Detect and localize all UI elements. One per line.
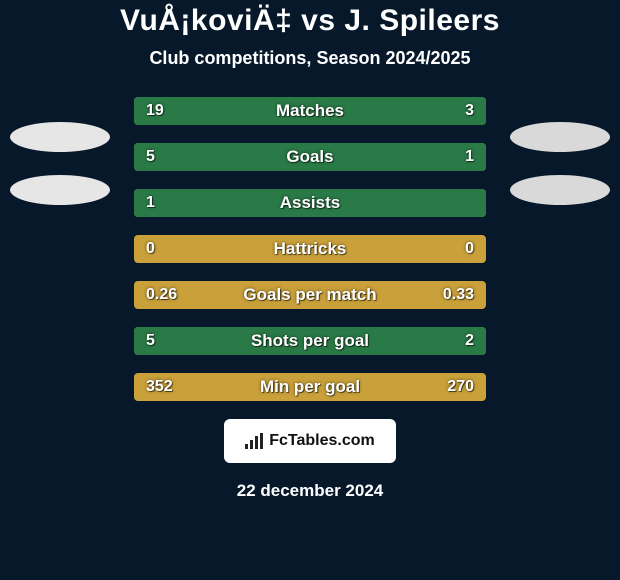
snapshot-date: 22 december 2024	[0, 481, 620, 501]
stat-value-right: 2	[465, 327, 474, 355]
player-left-badge-2	[10, 175, 110, 205]
stat-row: 0.26Goals per match0.33	[134, 281, 486, 309]
stat-value-right: 1	[465, 143, 474, 171]
logo-box: FcTables.com	[224, 419, 396, 463]
logo-bars-icon	[245, 433, 263, 449]
stats-card: VuÅ¡koviÄ‡ vs J. Spileers Club competiti…	[0, 0, 620, 580]
stat-value-right: 0.33	[443, 281, 474, 309]
stat-row: 5Shots per goal2	[134, 327, 486, 355]
stat-row: 5Goals1	[134, 143, 486, 171]
stat-value-right: 0	[465, 235, 474, 263]
season-subtitle: Club competitions, Season 2024/2025	[0, 48, 620, 69]
stat-row: 352Min per goal270	[134, 373, 486, 401]
logo-label: FcTables.com	[269, 432, 375, 450]
stat-label: Min per goal	[134, 373, 486, 401]
player-right-badge-1	[510, 122, 610, 152]
comparison-title: VuÅ¡koviÄ‡ vs J. Spileers	[0, 4, 620, 38]
stat-label: Goals per match	[134, 281, 486, 309]
stat-row: 0Hattricks0	[134, 235, 486, 263]
stat-value-right: 3	[465, 97, 474, 125]
stat-label: Assists	[134, 189, 486, 217]
stat-row: 19Matches3	[134, 97, 486, 125]
player-right-badge-2	[510, 175, 610, 205]
stat-label: Shots per goal	[134, 327, 486, 355]
stat-label: Hattricks	[134, 235, 486, 263]
stat-value-right: 270	[447, 373, 474, 401]
stat-label: Matches	[134, 97, 486, 125]
player-left-badge-1	[10, 122, 110, 152]
stat-bars: 19Matches35Goals11Assists0Hattricks00.26…	[134, 97, 486, 401]
stat-label: Goals	[134, 143, 486, 171]
logo: FcTables.com	[245, 432, 375, 450]
stat-row: 1Assists	[134, 189, 486, 217]
